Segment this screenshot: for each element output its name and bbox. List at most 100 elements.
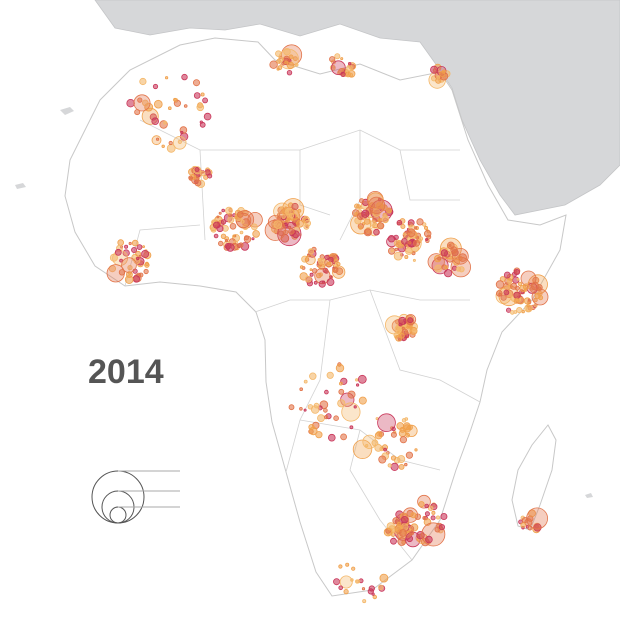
event-circle bbox=[335, 363, 345, 373]
event-circle bbox=[204, 169, 211, 176]
event-circle bbox=[397, 455, 406, 464]
event-circle bbox=[340, 57, 344, 61]
event-circle bbox=[126, 98, 135, 108]
event-circle bbox=[339, 575, 353, 589]
event-circle bbox=[401, 516, 409, 524]
event-circle bbox=[412, 258, 416, 262]
event-circle bbox=[391, 426, 396, 432]
event-circle bbox=[243, 235, 252, 243]
event-circle bbox=[437, 256, 442, 261]
event-circle bbox=[173, 99, 181, 107]
event-circle bbox=[288, 213, 295, 219]
country-borders bbox=[124, 119, 481, 561]
event-circle bbox=[309, 426, 318, 436]
event-circle bbox=[218, 211, 222, 215]
event-circle bbox=[394, 247, 398, 252]
event-circle bbox=[371, 592, 375, 596]
event-circle bbox=[349, 425, 354, 430]
event-circle bbox=[538, 295, 544, 301]
event-circle bbox=[142, 245, 146, 249]
event-circle bbox=[286, 61, 295, 70]
event-circle bbox=[122, 249, 130, 257]
event-circle bbox=[338, 564, 343, 569]
event-circle bbox=[438, 523, 445, 531]
event-circle bbox=[128, 271, 132, 275]
event-circle bbox=[444, 265, 449, 270]
event-circle bbox=[161, 144, 165, 148]
event-circle bbox=[455, 266, 462, 272]
event-circle bbox=[373, 228, 380, 236]
event-circle bbox=[343, 588, 349, 595]
event-circle bbox=[436, 75, 441, 80]
event-circle bbox=[348, 62, 352, 66]
event-circle bbox=[378, 584, 384, 590]
event-circle bbox=[281, 214, 286, 219]
event-circle bbox=[358, 225, 363, 230]
event-circle bbox=[284, 60, 289, 65]
event-layer bbox=[106, 44, 549, 604]
event-circle bbox=[203, 112, 212, 121]
event-circle bbox=[131, 239, 139, 247]
event-circle bbox=[202, 97, 209, 104]
event-circle bbox=[347, 70, 356, 78]
event-circle bbox=[347, 390, 356, 399]
event-circle bbox=[273, 220, 283, 229]
size-legend bbox=[91, 470, 180, 524]
event-circle bbox=[390, 462, 399, 471]
event-circle bbox=[217, 240, 224, 247]
event-circle bbox=[287, 225, 292, 230]
event-circle bbox=[138, 254, 142, 258]
event-circle bbox=[275, 50, 282, 57]
event-circle bbox=[408, 241, 412, 245]
event-circle bbox=[297, 208, 302, 213]
event-circle bbox=[183, 104, 188, 108]
event-circle bbox=[396, 422, 405, 430]
event-circle bbox=[381, 215, 390, 224]
event-circle bbox=[225, 206, 233, 215]
event-circle bbox=[363, 218, 371, 225]
event-circle bbox=[440, 513, 448, 521]
event-circle bbox=[430, 515, 436, 521]
event-circle bbox=[180, 130, 184, 135]
event-circle bbox=[407, 317, 414, 324]
event-circle bbox=[495, 280, 505, 289]
event-circle bbox=[133, 94, 151, 112]
event-circle bbox=[327, 261, 332, 266]
event-circle bbox=[418, 236, 424, 242]
event-circle bbox=[416, 218, 424, 226]
event-circle bbox=[309, 268, 313, 272]
event-circle bbox=[119, 258, 123, 263]
event-circle bbox=[353, 405, 357, 409]
event-circle bbox=[144, 262, 150, 268]
event-circle bbox=[505, 307, 512, 313]
year-label: 2014 bbox=[88, 353, 164, 391]
event-circle bbox=[334, 53, 341, 60]
event-circle bbox=[351, 566, 356, 571]
event-circle bbox=[369, 220, 377, 227]
event-circle bbox=[292, 56, 298, 62]
event-circle bbox=[513, 297, 520, 304]
event-circle bbox=[173, 97, 177, 102]
event-circle bbox=[199, 120, 203, 124]
event-circle bbox=[138, 272, 144, 278]
event-circle bbox=[151, 117, 160, 125]
event-circle bbox=[216, 215, 220, 219]
event-circle bbox=[362, 599, 367, 604]
event-circle bbox=[401, 418, 407, 423]
event-circle bbox=[118, 269, 126, 276]
event-circle bbox=[124, 244, 129, 249]
event-circle bbox=[410, 523, 419, 532]
event-circle bbox=[328, 256, 334, 263]
event-circle bbox=[304, 275, 312, 283]
event-circle bbox=[345, 562, 350, 567]
event-circle bbox=[131, 246, 138, 253]
event-circle bbox=[358, 396, 367, 405]
event-circle bbox=[411, 328, 418, 334]
event-circle bbox=[200, 92, 205, 97]
event-circle bbox=[530, 281, 540, 291]
event-circle bbox=[106, 264, 125, 283]
event-circle bbox=[283, 48, 291, 56]
event-circle bbox=[359, 198, 365, 204]
event-circle bbox=[399, 436, 407, 444]
event-circle bbox=[234, 215, 238, 220]
